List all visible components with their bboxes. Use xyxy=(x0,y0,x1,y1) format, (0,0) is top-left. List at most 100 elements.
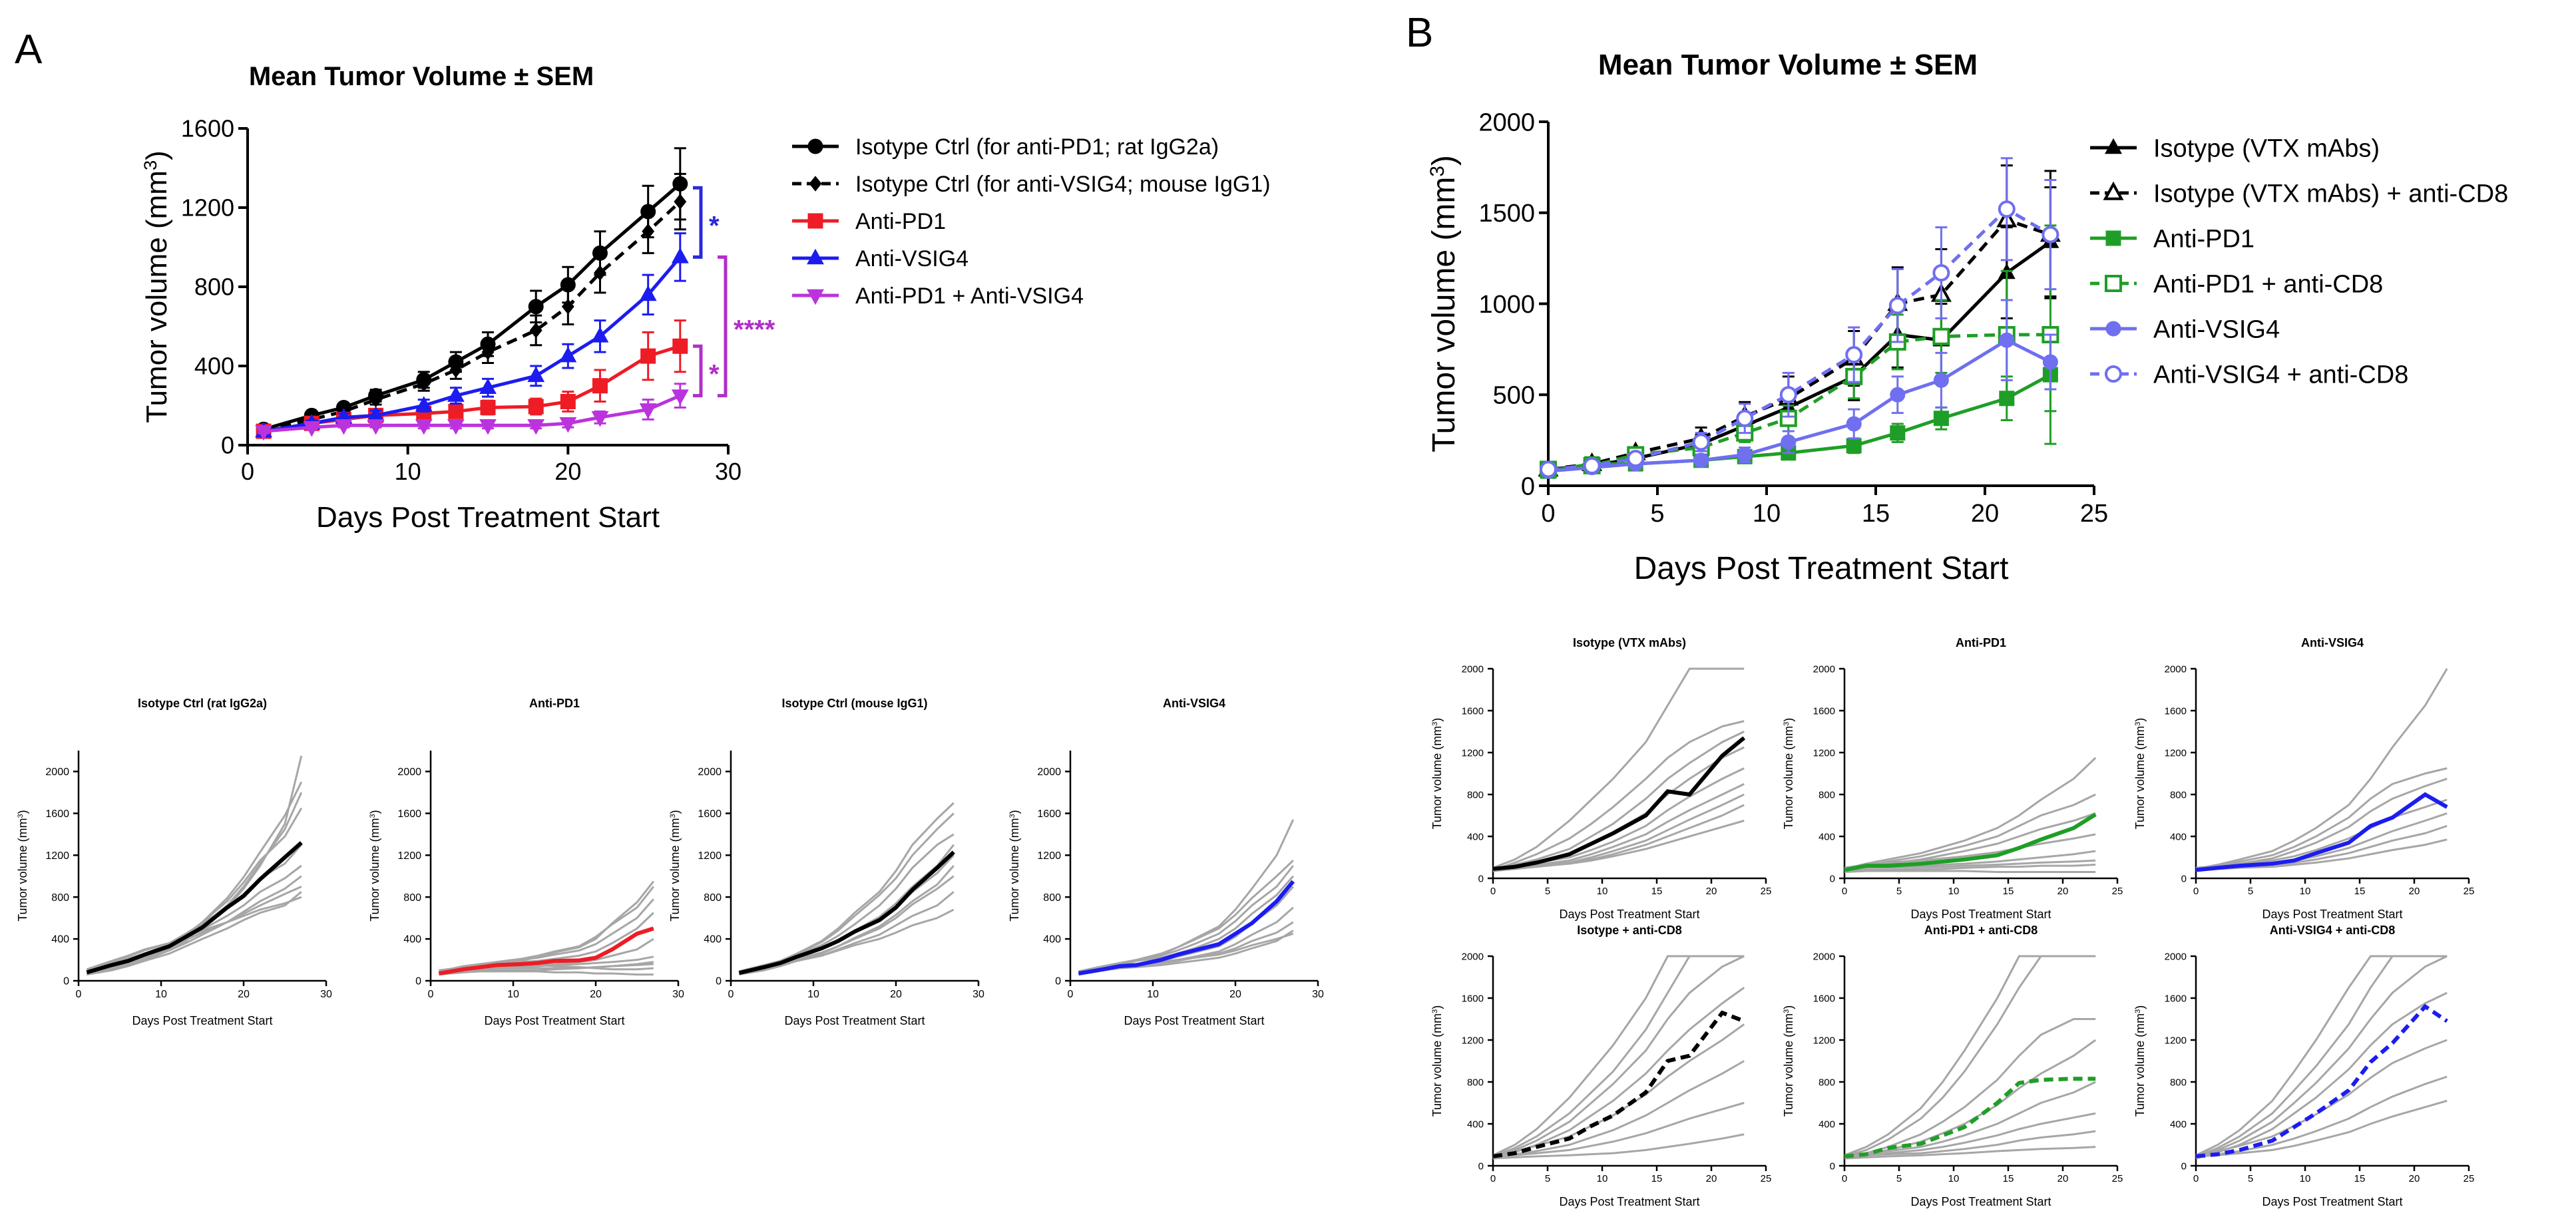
x-tick-label: 0 xyxy=(2193,886,2199,897)
individual-line xyxy=(2195,767,2448,871)
x-tick-label: 20 xyxy=(1229,989,1241,1000)
individual-line xyxy=(1492,667,1745,869)
data-point xyxy=(560,394,576,410)
data-point xyxy=(527,419,545,435)
series-4 xyxy=(255,383,689,441)
y-axis-label: Tumor volume (mm3) xyxy=(16,810,29,922)
data-point xyxy=(591,411,609,427)
data-point xyxy=(528,399,544,415)
data-point xyxy=(2042,354,2058,370)
individual-line xyxy=(1492,720,1745,871)
legend-label: Isotype (VTX mAbs) + anti-CD8 xyxy=(2153,180,2508,208)
data-point xyxy=(255,425,273,441)
x-tick-label: 10 xyxy=(1147,989,1159,1000)
y-tick-label: 1600 xyxy=(45,808,69,820)
data-point xyxy=(415,396,433,412)
individual-line xyxy=(1078,865,1294,973)
data-point xyxy=(674,194,687,210)
y-tick-label: 800 xyxy=(1819,789,1835,800)
y-tick-label: 1600 xyxy=(2165,993,2187,1004)
x-tick-label: 15 xyxy=(1651,1173,1663,1184)
panel-label-b: B xyxy=(1406,10,1433,56)
x-tick-label: 5 xyxy=(1896,886,1902,897)
data-point xyxy=(479,419,497,435)
x-tick-label: 10 xyxy=(2300,886,2311,897)
individual-line xyxy=(2195,1075,2448,1158)
x-tick-label: 10 xyxy=(1753,500,1781,528)
y-axis-label: Tumor volume (mm3) xyxy=(1426,155,1462,452)
y-tick-label: 1200 xyxy=(45,850,69,862)
x-tick-label: 0 xyxy=(1490,1173,1496,1184)
legend-marker xyxy=(2105,275,2122,292)
y-tick-label: 2000 xyxy=(2165,951,2187,962)
y-tick-label: 400 xyxy=(1467,831,1484,842)
y-tick-label: 400 xyxy=(2170,1119,2187,1130)
x-tick-label: 5 xyxy=(1545,886,1550,897)
y-tick-label: 1600 xyxy=(2165,705,2187,717)
x-tick-label: 25 xyxy=(1761,886,1772,897)
series-5 xyxy=(1539,157,2059,478)
x-tick-label: 30 xyxy=(715,458,742,485)
data-point xyxy=(1779,386,1797,404)
data-point xyxy=(671,389,689,405)
x-axis-label: Days Post Treatment Start xyxy=(1124,1014,1264,1027)
x-tick-label: 5 xyxy=(1650,500,1664,528)
chart-title: Anti-VSIG4 + anti-CD8 xyxy=(2270,924,2396,937)
individual-line xyxy=(1844,955,2096,1158)
mean-line xyxy=(1078,880,1295,975)
x-tick-label: 15 xyxy=(1651,886,1663,897)
y-tick-label: 400 xyxy=(1819,831,1835,842)
x-tick-label: 15 xyxy=(2354,1173,2366,1184)
mean-line xyxy=(1844,812,2097,872)
x-tick-label: 5 xyxy=(1896,1173,1902,1184)
y-tick-label: 1600 xyxy=(1462,993,1484,1004)
individual-line xyxy=(2195,668,2448,870)
chart-title: Anti-VSIG4 xyxy=(1163,697,1225,710)
legend-marker xyxy=(807,248,824,265)
individual-line xyxy=(1492,955,1745,1158)
series-line xyxy=(1548,240,2051,471)
individual-line xyxy=(1492,819,1745,869)
data-point xyxy=(449,362,463,378)
y-axis-label: Tumor volume (mm3) xyxy=(368,810,381,922)
x-tick-label: 10 xyxy=(807,989,819,1000)
chart-B-small-2: 0 5 10 15 20 25 0 400 800 1200 1600 2000 Anti-PD1 Day… xyxy=(1782,636,2123,921)
y-tick-label: 1200 xyxy=(1462,1035,1484,1046)
legend-marker xyxy=(809,176,822,192)
data-point xyxy=(367,419,385,435)
chart-A-main: 0 10 20 30 0 400 800 1200 1600 Mean Tumor Volume … xyxy=(140,62,1271,534)
y-tick-label: 0 xyxy=(1478,873,1484,884)
y-tick-label: 1600 xyxy=(181,115,234,142)
x-axis-label: Days Post Treatment Start xyxy=(316,501,660,534)
significance-bracket xyxy=(718,255,728,398)
y-tick-label: 0 xyxy=(1521,472,1535,500)
y-axis-label: Tumor volume (mm3) xyxy=(1430,1005,1444,1117)
mean-line xyxy=(1492,736,1746,871)
legend-label: Anti-VSIG4 xyxy=(855,246,968,271)
x-tick-label: 0 xyxy=(1541,500,1555,528)
mean-line xyxy=(438,926,654,975)
x-tick-label: 10 xyxy=(1948,886,1960,897)
x-tick-label: 30 xyxy=(320,989,332,1000)
data-point xyxy=(559,346,577,363)
series-line xyxy=(263,394,681,433)
data-point xyxy=(671,248,689,263)
y-tick-label: 800 xyxy=(1043,892,1061,904)
individual-line xyxy=(86,807,303,973)
series-3 xyxy=(255,232,689,438)
x-tick-label: 20 xyxy=(554,458,581,485)
y-tick-label: 400 xyxy=(2170,831,2187,842)
data-point xyxy=(448,403,464,419)
data-point xyxy=(527,366,545,383)
legend-marker xyxy=(2104,365,2123,383)
y-tick-label: 0 xyxy=(63,976,69,987)
x-axis-label: Days Post Treatment Start xyxy=(1559,908,1699,921)
y-tick-label: 1200 xyxy=(2165,747,2187,759)
individual-line xyxy=(1844,833,2096,869)
x-tick-label: 5 xyxy=(2248,1173,2253,1184)
x-tick-label: 0 xyxy=(2193,1173,2199,1184)
individual-line xyxy=(439,963,654,971)
y-axis-label: Tumor volume (mm3) xyxy=(668,810,682,922)
y-tick-label: 0 xyxy=(1055,976,1061,987)
chart-title: Isotype Ctrl (mouse IgG1) xyxy=(781,697,927,710)
